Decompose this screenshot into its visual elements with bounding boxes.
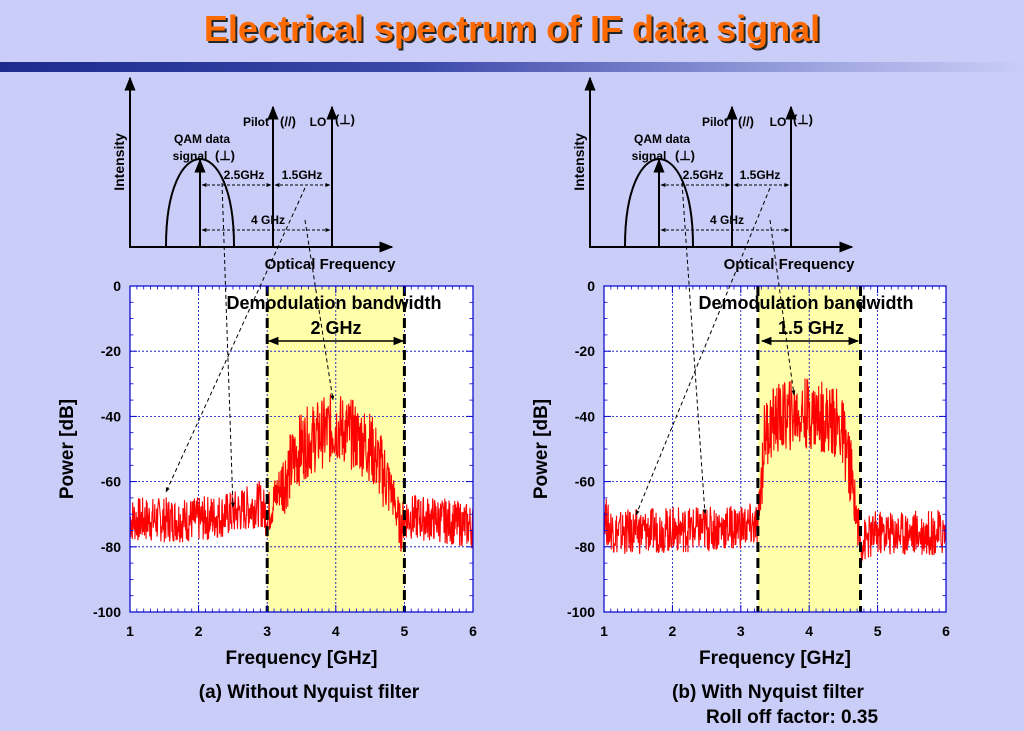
series-trace	[129, 393, 474, 552]
y-tick-label: -20	[575, 343, 595, 359]
y-tick-label: 0	[113, 278, 121, 294]
demod-label-b: Demodulation bandwidth	[699, 293, 914, 313]
demod-value-b: 1.5 GHz	[778, 318, 844, 338]
diagram-b-qam-label-1: QAM data	[634, 132, 690, 146]
diagram-a-pilot-label: Pilot	[243, 115, 269, 129]
leader-a-1	[221, 182, 235, 508]
slide-title: Electrical spectrum of IF data signal	[203, 8, 821, 49]
diagram-b-ylabel: Intensity	[571, 133, 587, 191]
x-axis-label: Frequency [GHz]	[225, 648, 377, 669]
x-tick-label: 3	[737, 623, 745, 639]
y-tick-label: -20	[101, 343, 121, 359]
diagram-b-gap2-label: 1.5GHz	[740, 168, 781, 182]
title-rule	[0, 62, 1024, 72]
diagram-a-qam-pol: (⊥)	[215, 148, 235, 163]
caption-a: (a) Without Nyquist filter	[199, 682, 420, 703]
diagram-b-gap1-label: 2.5GHz	[683, 168, 724, 182]
demod-value-a: 2 GHz	[310, 318, 361, 338]
y-tick-label: -40	[575, 408, 595, 424]
y-tick-label: -100	[567, 604, 595, 620]
diagram-a-lo-pol: (⊥)	[335, 112, 355, 127]
diagram-b-lo-pol: (⊥)	[793, 112, 813, 127]
diagram-a-qam-label-1: QAM data	[174, 132, 230, 146]
diagram-b-total-label: 4 GHz	[710, 213, 744, 227]
diagram-a-qam-label-2: signal	[173, 149, 208, 163]
diagram-b-qam-label-2: signal	[632, 149, 667, 163]
x-tick-label: 5	[401, 623, 409, 639]
x-tick-label: 3	[263, 623, 271, 639]
y-tick-label: -60	[101, 474, 121, 490]
caption-b-1: (b) With Nyquist filter	[672, 682, 865, 703]
diagram-a-gap2-label: 1.5GHz	[282, 168, 323, 182]
diagram-b-lo-label: LO	[770, 115, 787, 129]
diagram-b: Intensity Optical Frequency QAM data sig…	[571, 76, 856, 273]
y-tick-label: -80	[575, 539, 595, 555]
chart-b: 1 2 3 4 5 6 0 -20 -40 -60 -80 -100 Frequency [GHz] Po…	[531, 278, 950, 669]
diagram-a-gap1-label: 2.5GHz	[224, 168, 265, 182]
diagram-b-xlabel: Optical Frequency	[724, 256, 856, 273]
series-trace	[603, 378, 947, 562]
caption-b-2: Roll off factor: 0.35	[706, 707, 879, 728]
demod-label-a: Demodulation bandwidth	[227, 293, 442, 313]
x-tick-label: 6	[469, 623, 477, 639]
y-tick-label: 0	[587, 278, 595, 294]
diagram-a-pilot-pol: (//)	[280, 114, 296, 129]
y-tick-label: -100	[93, 604, 121, 620]
diagram-a-total-label: 4 GHz	[251, 213, 285, 227]
y-axis-label: Power [dB]	[531, 399, 552, 499]
x-tick-label: 4	[332, 623, 340, 639]
leader-b-1	[681, 182, 707, 515]
y-axis-label: Power [dB]	[57, 399, 78, 499]
x-tick-label: 2	[669, 623, 677, 639]
diagram-b-pilot-pol: (//)	[738, 114, 754, 129]
y-tick-label: -80	[101, 539, 121, 555]
leader-a-3	[304, 219, 335, 401]
leader-b-3	[769, 219, 796, 396]
diagram-b-qam-pol: (⊥)	[675, 148, 695, 163]
diagram-a: Intensity Optical Frequency QAM data sig…	[111, 76, 397, 273]
x-tick-label: 1	[600, 623, 608, 639]
x-tick-label: 4	[805, 623, 813, 639]
x-tick-label: 5	[874, 623, 882, 639]
x-tick-label: 2	[195, 623, 203, 639]
x-axis-label: Frequency [GHz]	[699, 648, 851, 669]
chart-a: 1 2 3 4 5 6 0 -20 -40 -60 -80 -100 Frequency [GHz] Po…	[57, 278, 477, 669]
annotations-a: Demodulation bandwidth 2 GHz (a) Without…	[165, 182, 442, 703]
annotations-b: Demodulation bandwidth 1.5 GHz (b) With …	[635, 182, 914, 728]
y-tick-label: -60	[575, 474, 595, 490]
diagram-a-lo-label: LO	[310, 115, 327, 129]
x-tick-label: 1	[126, 623, 134, 639]
y-tick-label: -40	[101, 408, 121, 424]
diagram-a-xlabel: Optical Frequency	[265, 256, 397, 273]
diagram-b-pilot-label: Pilot	[702, 115, 728, 129]
diagram-a-ylabel: Intensity	[111, 133, 127, 191]
leader-b-2	[635, 187, 771, 516]
x-tick-label: 6	[942, 623, 950, 639]
